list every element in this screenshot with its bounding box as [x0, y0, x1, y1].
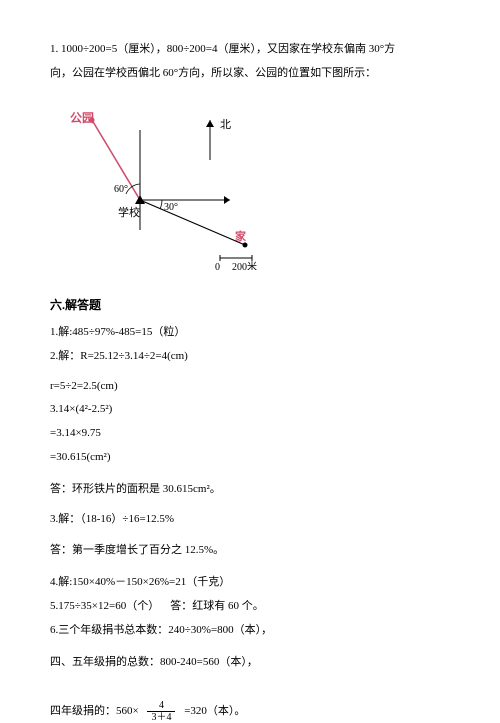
q2-ans: 答：环形铁片的面积是 30.615cm²。	[50, 480, 450, 500]
north-label: 北	[220, 118, 231, 131]
school-label: 学校	[118, 205, 140, 219]
q2-r: r=5÷2=2.5(cm)	[50, 377, 450, 397]
frac-num: 4	[147, 700, 175, 712]
q2: 2.解：R=25.12÷3.14÷2=4(cm)	[50, 347, 450, 367]
q6-c-post: =320（本）。	[184, 705, 245, 717]
home-label: 家	[235, 229, 247, 243]
intro-prefix: 1.	[50, 43, 58, 55]
angle-30: 30°	[164, 202, 178, 213]
q2-c2: =3.14×9.75	[50, 424, 450, 444]
frac-den: 3＋4	[147, 712, 175, 723]
q3: 3.解：（18-16）÷16=12.5%	[50, 510, 450, 530]
q6-c-pre: 四年级捐的：560×	[50, 705, 139, 717]
section6-heading: 六.解答题	[50, 295, 450, 317]
q6-b: 四、五年级捐的总数：800-240=560（本），	[50, 653, 450, 673]
direction-diagram: 北 公园 60° 学校 家 30° 0 200米	[70, 100, 450, 278]
angle-60: 60°	[114, 184, 128, 195]
q6-c: 四年级捐的：560× 4 3＋4 =320（本）。	[50, 700, 450, 723]
q1: 1.解:485÷97%-485=15（粒）	[50, 323, 450, 343]
intro-line2: 向，公园在学校西偏北 60°方向，所以家、公园的位置如下图所示：	[50, 64, 450, 84]
scale-0: 0	[215, 262, 220, 270]
q2-c1: 3.14×(4²-2.5²)	[50, 400, 450, 420]
q4: 4.解:150×40%－150×26%=21（千克）	[50, 573, 450, 593]
q5: 5.175÷35×12=60（个） 答：红球有 60 个。	[50, 597, 450, 617]
diagram-svg: 北 公园 60° 学校 家 30° 0 200米	[70, 100, 300, 270]
fraction: 4 3＋4	[147, 700, 175, 723]
q2-c3: =30.615(cm²)	[50, 448, 450, 468]
intro-calc: 1000÷200=5（厘米），800÷200=4（厘米），又因家在学校东偏南 3…	[61, 43, 395, 55]
intro-line1: 1. 1000÷200=5（厘米），800÷200=4（厘米），又因家在学校东偏…	[50, 40, 450, 60]
scale-200: 200米	[232, 260, 257, 270]
park-label: 公园	[70, 111, 94, 125]
q3-ans: 答：第一季度增长了百分之 12.5%。	[50, 541, 450, 561]
q6: 6.三个年级捐书总本数：240÷30%=800（本），	[50, 621, 450, 641]
